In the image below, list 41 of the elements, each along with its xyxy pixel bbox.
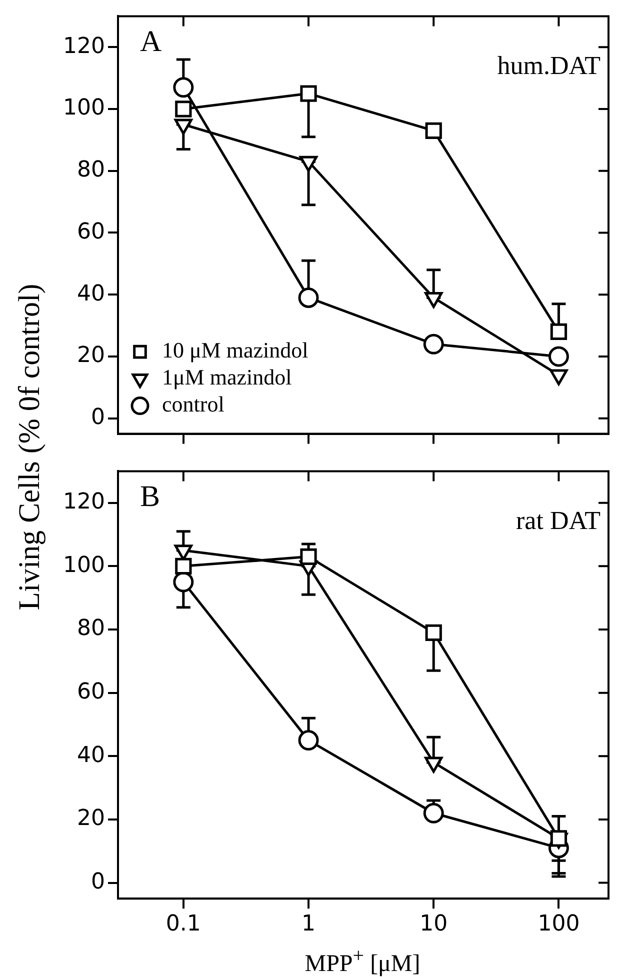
point <box>173 77 194 98</box>
y-tick-label: 60 <box>76 680 105 705</box>
point <box>175 558 192 574</box>
legend-label: 1μM mazindol <box>162 364 292 390</box>
x-axis-title: MPP$^{+}$ [μM] <box>304 945 422 977</box>
y-axis-title: Living Cells (% 0f control) <box>13 282 47 612</box>
legend-label: control <box>162 392 224 417</box>
point <box>423 802 444 824</box>
point <box>550 830 568 847</box>
y-tick-label: 40 <box>76 281 105 306</box>
point <box>300 85 317 102</box>
y-tick-label: 0 <box>90 869 105 894</box>
point <box>298 730 319 751</box>
y-tick-label: 20 <box>76 806 105 832</box>
annotation: rat DAT <box>516 506 601 536</box>
y-tick-label: 80 <box>76 616 105 642</box>
x-tick-label: 100 <box>538 912 580 937</box>
point <box>425 122 442 139</box>
y-tick-label: 120 <box>62 490 105 515</box>
point <box>300 548 317 565</box>
annotation: A <box>140 25 162 58</box>
y-tick-label: 80 <box>76 158 105 183</box>
point <box>548 346 569 367</box>
point <box>425 624 442 641</box>
point <box>550 323 568 340</box>
y-tick-label: 40 <box>76 742 105 768</box>
legend-label: 10 μM mazindol <box>162 338 308 363</box>
point <box>423 334 444 354</box>
x-tick-label: 10 <box>420 912 448 937</box>
annotation: hum.DAT <box>497 51 601 80</box>
annotation: B <box>140 480 160 514</box>
y-tick-label: 100 <box>62 552 105 578</box>
y-tick-label: 60 <box>76 219 105 244</box>
x-tick-label: 0.1 <box>166 912 201 937</box>
y-tick-label: 0 <box>90 405 105 430</box>
y-tick-label: 20 <box>76 343 105 368</box>
point <box>298 287 319 308</box>
y-tick-label: 100 <box>62 96 105 121</box>
point <box>175 100 192 118</box>
x-tick-label: 1 <box>302 912 316 937</box>
y-tick-label: 120 <box>62 34 105 59</box>
